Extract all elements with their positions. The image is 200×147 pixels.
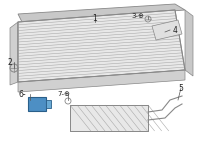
Text: 7-⊕: 7-⊕ [58,91,70,97]
Text: 5: 5 [179,83,183,92]
Polygon shape [18,4,185,22]
Polygon shape [185,10,193,76]
Text: 1: 1 [93,14,97,22]
FancyBboxPatch shape [46,100,51,108]
Text: 3-⊕: 3-⊕ [132,13,144,19]
Text: 2: 2 [8,57,12,66]
FancyBboxPatch shape [70,105,148,131]
Polygon shape [10,22,18,85]
Text: 4: 4 [173,25,177,35]
Polygon shape [152,20,182,40]
Polygon shape [18,70,185,92]
Polygon shape [18,10,185,82]
Text: 6-: 6- [18,90,26,98]
FancyBboxPatch shape [28,97,46,111]
